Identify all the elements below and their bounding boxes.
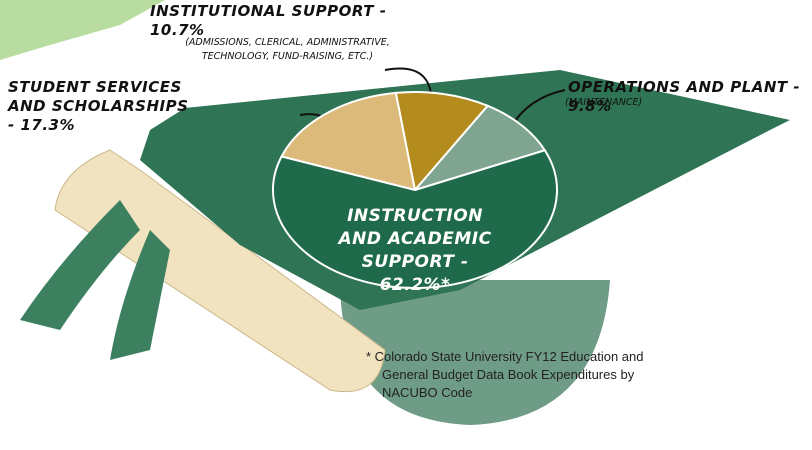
slice-label: OPERATIONS AND PLANT - 9.8% — [568, 78, 801, 115]
pie-slice — [272, 149, 558, 289]
pie-slice — [411, 104, 547, 192]
corner-shape — [0, 0, 165, 60]
ribbon — [20, 200, 170, 360]
slice-label: INSTRUCTION AND ACADEMIC SUPPORT - 62.2%… — [338, 206, 492, 295]
footnote: * Colorado State University FY12 Educati… — [366, 349, 644, 400]
pie-slice — [394, 91, 490, 193]
cap-base — [340, 280, 610, 425]
annotation: (MAINTENANCE) — [565, 97, 643, 108]
pie — [272, 91, 558, 289]
scroll — [54, 149, 386, 393]
slice-label: INSTITUTIONAL SUPPORT - 10.7% — [150, 2, 387, 39]
annotation: (ADMISSIONS, CLERICAL, ADMINISTRATIVE, T… — [185, 37, 390, 62]
pie-slice — [280, 91, 417, 192]
slice-label: STUDENT SERVICES AND SCHOLARSHIPS - 17.3… — [8, 78, 189, 134]
